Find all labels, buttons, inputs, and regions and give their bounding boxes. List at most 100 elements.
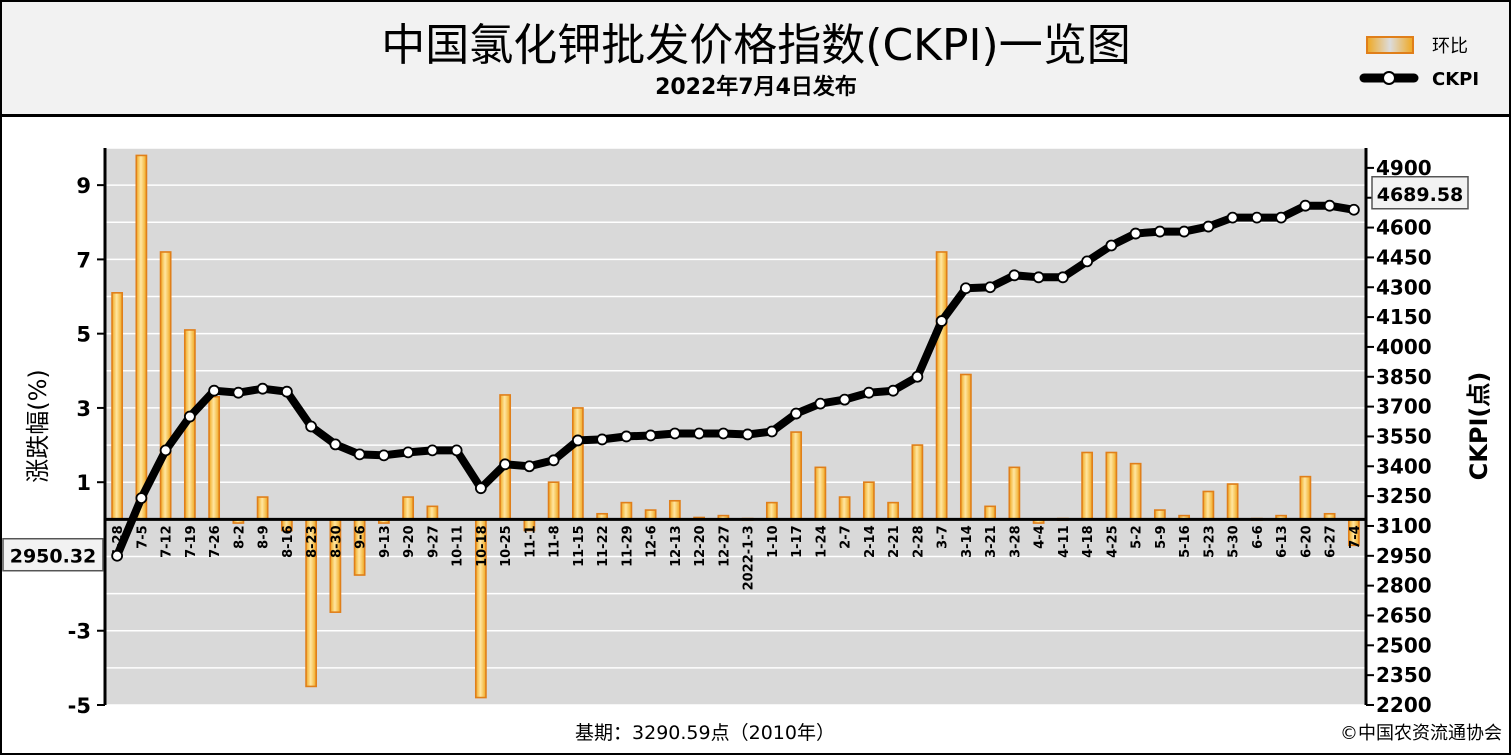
legend-label-bar: 环比 (1432, 36, 1468, 57)
bar (135, 154, 148, 521)
bar (790, 431, 803, 521)
ckpi-point (208, 384, 221, 397)
x-tick-label: 8-9 (257, 525, 272, 549)
bar (159, 251, 172, 521)
ckpi-point (911, 370, 924, 383)
ckpi-point (620, 430, 633, 443)
ckpi-point (305, 420, 318, 433)
left-tick-label: 7 (76, 248, 91, 272)
ckpi-point (1275, 211, 1288, 224)
x-tick-label: 3-28 (1008, 525, 1023, 558)
bar (765, 501, 778, 521)
bar (814, 466, 827, 521)
first-value-box (2, 537, 104, 572)
ckpi-point (862, 386, 875, 399)
bar (499, 394, 512, 521)
header-box (0, 0, 1511, 116)
x-tick-label: 11-22 (596, 525, 611, 567)
x-tick-label: 6-27 (1324, 525, 1339, 558)
x-tick-label: 9-13 (378, 525, 393, 558)
ckpi-point (571, 434, 584, 447)
ckpi-point (1299, 199, 1312, 212)
right-tick-label: 3400 (1376, 454, 1432, 478)
ckpi-point (741, 428, 754, 441)
ckpi-line (113, 201, 1358, 560)
x-tick-label: 11-1 (523, 525, 538, 558)
right-axis-title: CKPI(点) (1465, 372, 1493, 481)
x-tick-label: 12-6 (645, 525, 660, 558)
ckpi-point (474, 482, 487, 495)
bar (620, 501, 633, 521)
bar (911, 444, 924, 521)
ckpi-point (1347, 203, 1360, 216)
right-tick-label: 4450 (1376, 245, 1432, 269)
left-tick-label: -3 (68, 620, 91, 644)
x-tick-labels: 6-28 7-5 7-12 7-19 7-26 8-2 8-9 8-16 8-23 8-30 9-6… (111, 525, 1363, 590)
value-callouts: 2950.32 4689.58 (2, 176, 1469, 572)
ckpi-point (329, 438, 342, 451)
ckpi-point (402, 446, 415, 459)
x-tick-label: 6-13 (1275, 525, 1290, 558)
ckpi-point (644, 429, 657, 442)
right-tick-label: 4600 (1376, 216, 1432, 240)
line-series (111, 199, 1360, 562)
x-tick-label: 7-12 (160, 525, 175, 558)
x-tick-label: 9-6 (354, 525, 369, 549)
right-tick-label: 2800 (1376, 574, 1432, 598)
left-axis-title: 涨跌幅(%) (24, 369, 52, 483)
last-value-label: 4689.58 (1377, 184, 1464, 206)
x-tick-label: 9-20 (402, 525, 417, 558)
ckpi-point (1178, 225, 1191, 238)
x-tick-label: 5-2 (1130, 525, 1145, 549)
bar (1008, 466, 1021, 521)
ckpi-point (499, 458, 512, 471)
legend: 环比 CKPI (1359, 36, 1479, 90)
right-tick-label: 2950 (1376, 544, 1432, 568)
x-tick-label: 12-27 (717, 525, 732, 567)
right-tick-label: 2200 (1376, 693, 1432, 717)
x-tick-label: 2-21 (887, 525, 902, 558)
x-tick-label: 4-4 (1033, 525, 1048, 549)
x-tick-label: 1-10 (766, 525, 781, 558)
ckpi-point (1129, 227, 1142, 240)
right-tick-label: 3100 (1376, 514, 1432, 538)
right-tick-label: 4300 (1376, 275, 1432, 299)
ckpi-point (111, 549, 124, 562)
legend-label-line: CKPI (1432, 69, 1479, 90)
x-tick-label: 10-11 (451, 525, 466, 567)
x-tick-label: 11-8 (548, 525, 563, 558)
ckpi-point (159, 444, 172, 457)
ckpi-point (935, 315, 948, 327)
ckpi-point (959, 282, 972, 295)
x-tick-label: 3-7 (936, 525, 951, 549)
ckpi-point (693, 427, 706, 440)
ckpi-point (1226, 211, 1239, 224)
bar (1226, 483, 1239, 521)
bar (426, 505, 439, 521)
right-tick-label: 2650 (1376, 603, 1432, 627)
x-tick-label: 4-18 (1081, 525, 1096, 558)
left-tick-label: -5 (68, 694, 91, 718)
right-tick-label: 3700 (1376, 395, 1432, 419)
bar (984, 505, 997, 521)
bar (668, 499, 681, 521)
x-tick-label: 7-19 (184, 525, 199, 558)
x-tick-label: 11-15 (572, 525, 587, 567)
legend-line-marker (1382, 71, 1396, 85)
ckpi-point (1032, 271, 1045, 284)
x-tick-label: 8-30 (329, 525, 344, 558)
bar (256, 496, 269, 521)
x-tick-label: 5-9 (1154, 525, 1169, 549)
x-tick-label: 10-18 (475, 525, 490, 567)
bar (111, 292, 124, 521)
bar (959, 373, 972, 521)
bar (1202, 490, 1215, 521)
ckpi-point (135, 492, 148, 505)
ckpi-point (353, 448, 366, 461)
ckpi-point (1056, 271, 1069, 284)
ckpi-point (887, 384, 900, 397)
right-tick-label: 4900 (1376, 156, 1432, 180)
left-tick-label: 3 (76, 397, 91, 421)
x-tick-label: 10-25 (499, 525, 514, 567)
